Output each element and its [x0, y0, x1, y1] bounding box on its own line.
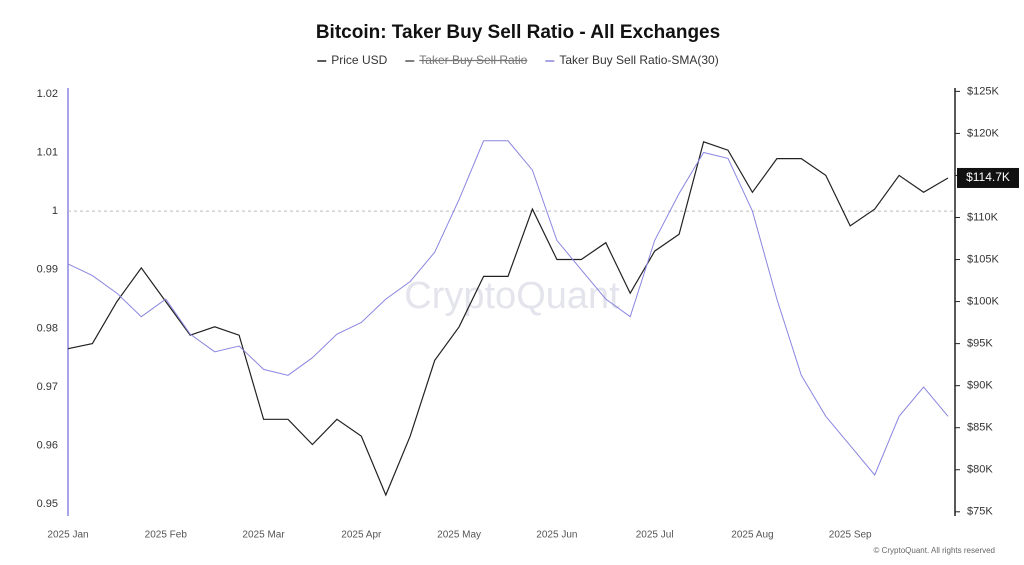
copyright: © CryptoQuant. All rights reserved [874, 546, 996, 555]
series-line [67, 140, 949, 476]
x-tick-label: 2025 Jan [47, 530, 88, 541]
x-tick-label: 2025 Feb [145, 530, 188, 541]
chart-title: Bitcoin: Taker Buy Sell Ratio - All Exch… [316, 22, 720, 43]
y2-tick-label: $85K [967, 422, 993, 434]
y-tick-label: 0.98 [37, 322, 58, 334]
series-line [67, 141, 949, 497]
y2-tick-label: $105K [967, 253, 999, 265]
y2-tick-label: $75K [967, 506, 993, 518]
y2-tick-label: $80K [967, 464, 993, 476]
y2-tick-label: $125K [967, 85, 999, 97]
y2-tick-label: $120K [967, 127, 999, 139]
legend-label: Price USD [331, 53, 387, 67]
watermark: CryptoQuant [404, 275, 620, 317]
y-tick-label: 1.02 [37, 88, 58, 100]
y-tick-label: 0.95 [37, 498, 58, 510]
x-tick-label: 2025 May [437, 530, 481, 541]
last-value-label: $114.7K [966, 170, 1010, 184]
y2-tick-label: $95K [967, 338, 993, 350]
x-tick-label: 2025 Mar [242, 530, 285, 541]
y-tick-label: 0.99 [37, 264, 58, 276]
y-tick-label: 1.01 [37, 146, 58, 158]
y-tick-label: 1 [52, 205, 58, 217]
x-tick-label: 2025 Sep [829, 530, 872, 541]
legend-label: Taker Buy Sell Ratio-SMA(30) [559, 53, 718, 67]
y2-tick-label: $90K [967, 380, 993, 392]
x-tick-label: 2025 Apr [341, 530, 382, 541]
y-tick-label: 0.97 [37, 381, 58, 393]
legend-label: Taker Buy Sell Ratio [419, 53, 527, 67]
last-value-badge [957, 167, 1019, 188]
y-tick-label: 0.96 [37, 440, 58, 452]
y2-tick-label: $100K [967, 295, 999, 307]
x-tick-label: 2025 Jun [536, 530, 577, 541]
legend: Price USD Taker Buy Sell Ratio Taker Buy S… [317, 53, 719, 67]
y2-tick-label: $110K [967, 211, 999, 223]
x-tick-label: 2025 Jul [636, 530, 674, 541]
x-tick-label: 2025 Aug [731, 530, 773, 541]
